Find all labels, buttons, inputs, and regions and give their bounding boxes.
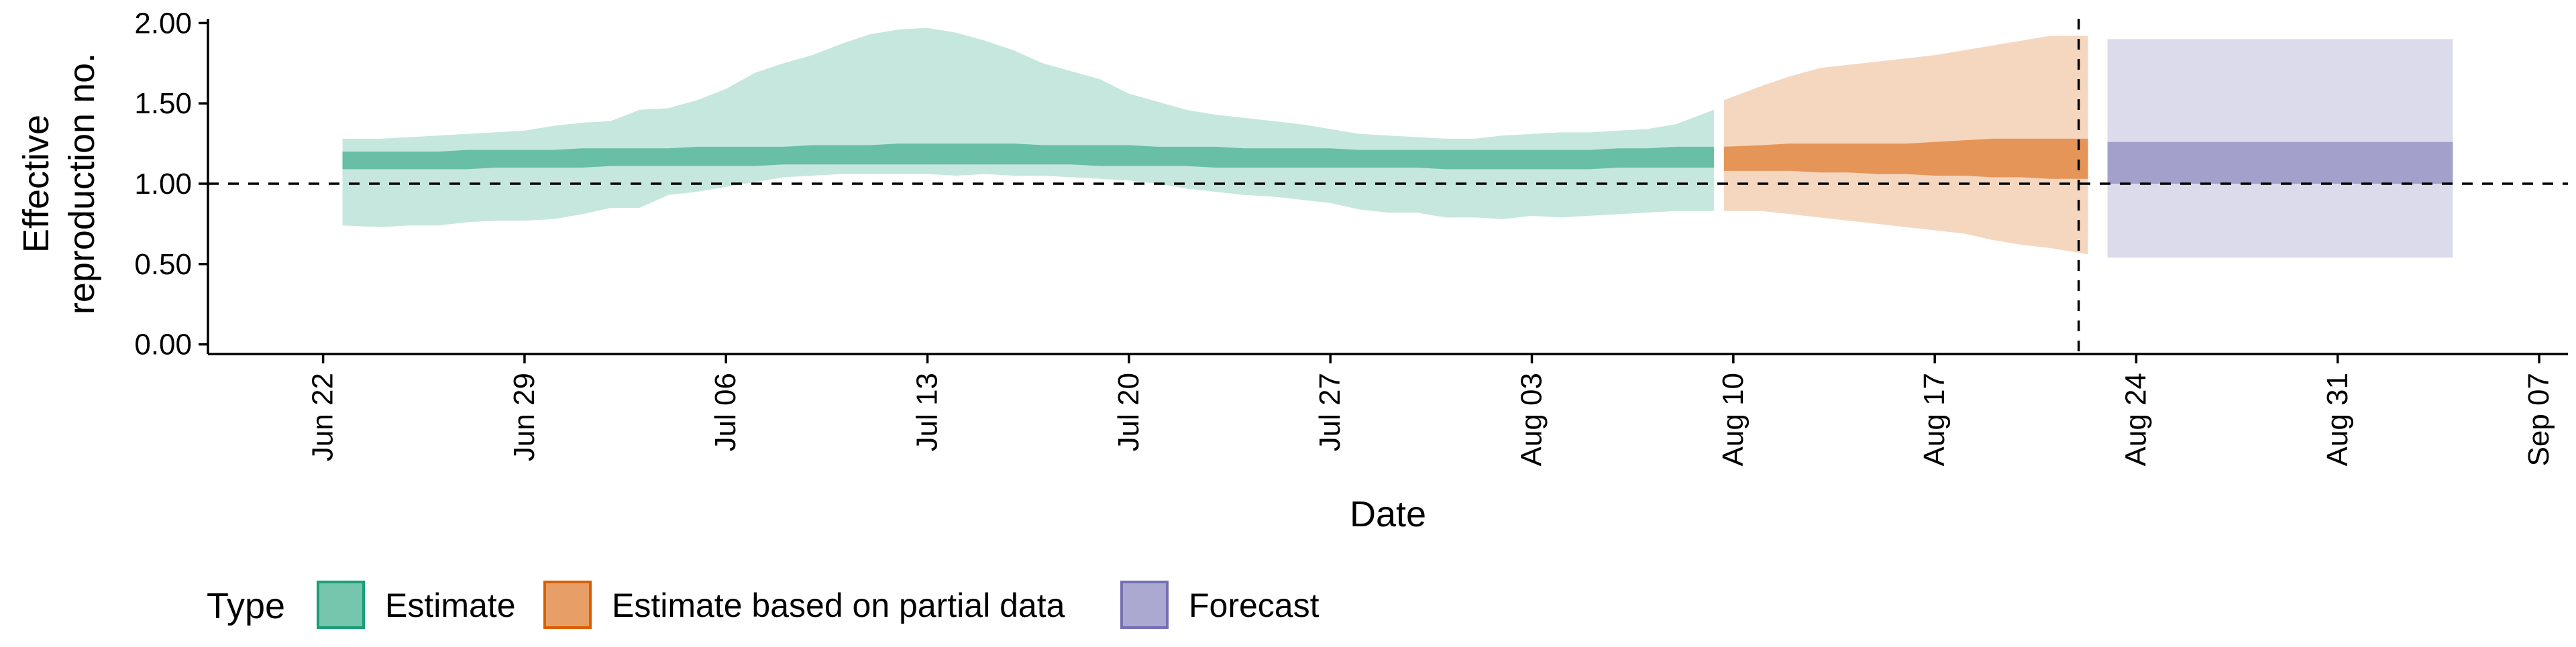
reference-lines bbox=[208, 19, 2568, 354]
y-axis-title-line-2: reproduction no. bbox=[62, 53, 102, 314]
y-tick-label: 1.50 bbox=[134, 87, 192, 120]
x-axis-title: Date bbox=[1350, 494, 1426, 534]
inner-band-series-1 bbox=[1723, 138, 2088, 179]
x-tick-label: Jul 20 bbox=[1112, 373, 1145, 451]
outer-band-series-0 bbox=[342, 27, 1714, 227]
y-tick-label: 0.00 bbox=[134, 329, 192, 361]
legend-label-2: Forecast bbox=[1189, 587, 1320, 624]
legend: Type Estimate Estimate based on partial da… bbox=[207, 581, 1320, 629]
x-tick-label: Jun 29 bbox=[508, 373, 541, 461]
band-layer bbox=[342, 27, 2453, 258]
y-axis-title-line-1: Effective bbox=[16, 115, 56, 253]
inner-band-series-2 bbox=[2107, 141, 2453, 184]
x-tick-label: Jul 06 bbox=[709, 373, 742, 451]
x-tick-label: Sep 07 bbox=[2522, 373, 2555, 466]
y-tick-label: 0.50 bbox=[134, 248, 192, 281]
x-tick-label: Aug 31 bbox=[2321, 373, 2354, 466]
legend-key-1 bbox=[543, 581, 592, 629]
axes: 0.00 0.50 1.00 1.50 2.00 Jun 22 Jun 29 Jul 06 Ju… bbox=[16, 7, 2568, 534]
x-tick-label: Jun 22 bbox=[307, 373, 339, 461]
legend-key-2 bbox=[1120, 581, 1169, 629]
inner-band-series-0 bbox=[342, 143, 1714, 170]
x-tick-label: Jul 27 bbox=[1313, 373, 1346, 451]
x-tick-label: Aug 24 bbox=[2119, 373, 2152, 466]
legend-label-0: Estimate bbox=[385, 587, 516, 624]
legend-key-0 bbox=[317, 581, 365, 629]
x-tick-label: Jul 13 bbox=[911, 373, 944, 451]
x-tick-label: Aug 10 bbox=[1717, 373, 1750, 466]
legend-title: Type bbox=[207, 586, 285, 626]
y-tick-label: 1.00 bbox=[134, 168, 192, 200]
legend-label-1: Estimate based on partial data bbox=[612, 587, 1065, 624]
x-tick-label: Aug 03 bbox=[1515, 373, 1548, 466]
y-tick-label: 2.00 bbox=[134, 7, 192, 40]
x-tick-label: Aug 17 bbox=[1918, 373, 1951, 466]
